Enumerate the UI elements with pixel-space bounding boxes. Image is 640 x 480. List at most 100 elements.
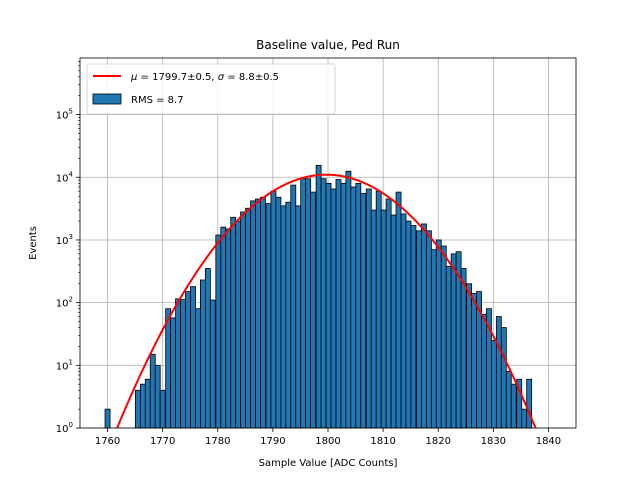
- histogram-bar: [235, 220, 242, 429]
- y-axis-ticks: 100 101 102 103 104 105: [56, 61, 80, 435]
- histogram-bar: [510, 383, 517, 429]
- y-tick-label: 104: [56, 170, 74, 184]
- histogram-bar: [220, 226, 227, 429]
- histogram-bar: [240, 211, 247, 429]
- histogram-bar: [144, 378, 151, 429]
- histogram-bar: [490, 339, 497, 429]
- y-axis-label: Events: [28, 226, 39, 260]
- legend-fit-label: μ = 1799.7±0.5, σ = 8.8±0.5: [130, 72, 279, 83]
- histogram-bar: [435, 239, 442, 429]
- histogram-bar: [521, 408, 528, 429]
- histogram-bar: [440, 245, 447, 429]
- legend: μ = 1799.7±0.5, σ = 8.8±0.5 RMS = 8.7: [86, 63, 336, 115]
- histogram-bar: [300, 178, 307, 429]
- fit-curve: [115, 173, 537, 428]
- y-tick-label: 105: [56, 108, 73, 122]
- x-tick-label: 1830: [481, 436, 506, 447]
- chart-title: Baseline value, Ped Run: [256, 38, 400, 52]
- histogram-bar: [400, 213, 407, 429]
- histogram-bar: [149, 353, 156, 429]
- histogram-bar: [395, 191, 402, 429]
- y-tick-label: 100: [56, 421, 73, 435]
- histogram-bar: [350, 186, 357, 429]
- x-tick-label: 1840: [536, 436, 561, 447]
- histogram-bar: [416, 230, 422, 429]
- histogram-bar: [460, 268, 467, 429]
- histogram-bar: [355, 182, 362, 429]
- histogram-bar: [370, 209, 377, 429]
- histogram-bar: [380, 209, 387, 429]
- histogram-bar: [385, 198, 392, 429]
- histogram-bar: [190, 286, 196, 429]
- histogram-bar: [526, 378, 533, 429]
- histogram-bar: [265, 203, 272, 429]
- legend-histogram-label: RMS = 8.7: [131, 95, 184, 106]
- y-tick-label: 101: [56, 358, 73, 372]
- histogram-bar: [275, 196, 282, 429]
- histogram-bar: [410, 225, 417, 429]
- histogram-bar: [481, 313, 487, 429]
- histogram-bar: [310, 191, 317, 429]
- histogram-bar: [195, 308, 201, 429]
- x-tick-label: 1770: [150, 436, 175, 447]
- x-tick-label: 1820: [425, 436, 450, 447]
- legend-histogram-swatch: [92, 93, 122, 105]
- histogram-bar: [185, 291, 191, 429]
- histogram-bar: [250, 200, 256, 429]
- x-axis-label: Sample Value [ADC Counts]: [259, 458, 398, 469]
- histogram-bar: [320, 178, 327, 429]
- legend-box: [86, 63, 336, 115]
- histogram-bar: [450, 253, 457, 429]
- x-tick-label: 1800: [315, 436, 340, 447]
- fit-curve-line: [115, 173, 537, 428]
- histogram-bar: [390, 214, 397, 429]
- y-tick-label: 103: [56, 233, 73, 247]
- histogram-bar: [325, 182, 332, 429]
- histogram-bar: [139, 383, 146, 429]
- histogram-bar: [180, 299, 186, 429]
- x-tick-label: 1810: [370, 436, 395, 447]
- histogram-bar: [209, 299, 216, 429]
- histogram-bar: [305, 178, 312, 429]
- histogram-bar: [360, 193, 367, 429]
- histogram-bar: [425, 230, 432, 429]
- histogram-bar: [285, 201, 292, 429]
- x-axis-ticks: 1760 1770 1780 1790 1800 1810 1820 1830 1840: [95, 428, 561, 447]
- histogram-bar: [405, 220, 412, 429]
- histogram-bar: [345, 170, 352, 429]
- histogram-bar: [315, 164, 322, 429]
- histogram-bar: [255, 198, 261, 429]
- histogram-bar: [230, 216, 237, 429]
- histogram-bar: [215, 234, 222, 429]
- histogram-bar: [290, 184, 297, 429]
- histogram-bar: [175, 298, 182, 429]
- x-tick-label: 1780: [205, 436, 230, 447]
- histogram-bar: [365, 188, 372, 429]
- histogram-bar: [505, 370, 512, 429]
- histogram-bar: [471, 293, 477, 429]
- histogram-bar: [295, 205, 302, 429]
- x-tick-label: 1760: [95, 436, 120, 447]
- histogram-bar: [495, 316, 502, 429]
- histogram-bar: [270, 190, 277, 429]
- histogram-bar: [134, 389, 141, 429]
- histogram-bar: [104, 408, 111, 429]
- histogram-bar: [335, 179, 342, 429]
- histogram-bar: [340, 182, 347, 429]
- histogram-bar: [420, 223, 427, 429]
- histogram-bar: [430, 249, 437, 429]
- histogram-bar: [159, 389, 166, 429]
- histogram-bar: [154, 364, 161, 429]
- histogram-bar: [330, 188, 337, 429]
- histogram-bar: [225, 228, 232, 429]
- histogram-bar: [165, 308, 172, 429]
- histogram-bar: [466, 283, 472, 429]
- histogram-bar: [260, 196, 266, 429]
- histogram-bar: [199, 279, 206, 429]
- histogram-bar: [204, 268, 211, 429]
- y-tick-label: 102: [56, 296, 73, 310]
- x-tick-label: 1790: [260, 436, 285, 447]
- histogram-bar: [500, 327, 507, 429]
- histogram-bar: [445, 265, 452, 429]
